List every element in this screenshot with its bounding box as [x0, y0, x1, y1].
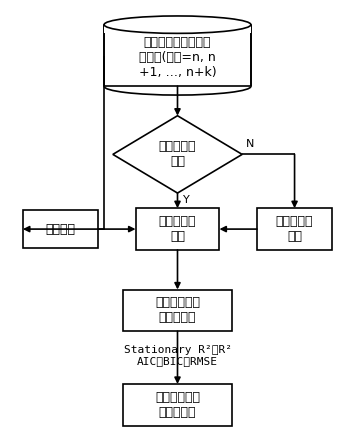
Text: 区域儿科门诊人次时
间序列(长度=n, n
+1, …, n+k): 区域儿科门诊人次时 间序列(长度=n, n +1, …, n+k) [139, 36, 216, 79]
Text: 序列平稳性
检验: 序列平稳性 检验 [159, 140, 196, 168]
Text: 序列平稳性
处理: 序列平稳性 处理 [276, 215, 313, 243]
FancyBboxPatch shape [257, 208, 332, 250]
Text: Stationary R²、R²
AIC、BIC、RMSE: Stationary R²、R² AIC、BIC、RMSE [124, 345, 231, 366]
FancyBboxPatch shape [123, 290, 232, 331]
Text: 参数估计与
检验: 参数估计与 检验 [159, 215, 196, 243]
FancyBboxPatch shape [104, 24, 251, 86]
Ellipse shape [104, 16, 251, 33]
FancyBboxPatch shape [23, 210, 98, 248]
FancyBboxPatch shape [123, 384, 232, 426]
FancyBboxPatch shape [104, 16, 251, 33]
Text: 最优序列长度
的预测模型: 最优序列长度 的预测模型 [155, 391, 200, 419]
Text: 事件变量: 事件变量 [45, 222, 75, 235]
Text: Y: Y [183, 195, 190, 205]
Text: 不同序列长度
的预测模型: 不同序列长度 的预测模型 [155, 296, 200, 324]
Text: N: N [246, 139, 254, 149]
Polygon shape [113, 116, 242, 193]
FancyBboxPatch shape [136, 208, 219, 250]
